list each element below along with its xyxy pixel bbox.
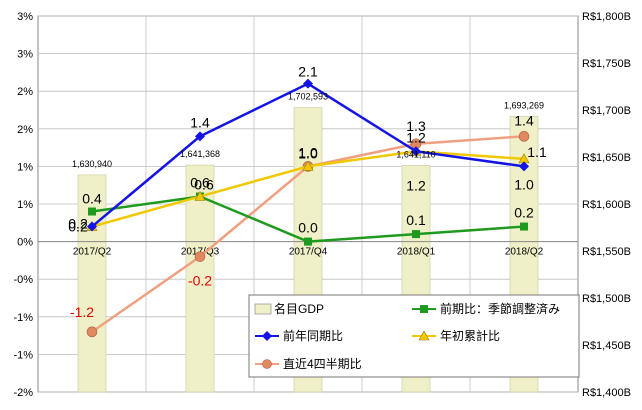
series-data-label: 1.0 bbox=[298, 144, 318, 160]
right-tick-label: R$1,800B bbox=[582, 11, 631, 23]
series-data-label: 1.0 bbox=[298, 145, 318, 161]
legend-bar-swatch bbox=[254, 303, 272, 315]
gdp-bar-label: 1,630,940 bbox=[72, 159, 112, 169]
triangle-marker bbox=[302, 160, 314, 171]
legend-label-4q: 直近4四半期比 bbox=[283, 357, 362, 371]
legend-entry-4q: 直近4四半期比 bbox=[255, 357, 362, 371]
series-data-label: 1.2 bbox=[406, 177, 426, 193]
diamond-marker bbox=[411, 146, 421, 157]
right-tick-label: R$1,550B bbox=[582, 246, 631, 258]
square-marker bbox=[412, 230, 420, 239]
series-data-label: 1.2 bbox=[406, 129, 426, 145]
square-marker bbox=[520, 222, 528, 231]
legend-label-qoq: 前期比：季節調整済み bbox=[440, 301, 560, 316]
circle-marker bbox=[518, 131, 530, 142]
legend: 名目GDP 前期比：季節調整済み 前年同期比 年初累計比 直近4四半期比 bbox=[248, 294, 580, 378]
grid bbox=[38, 15, 578, 393]
diamond-marker-icon bbox=[262, 331, 272, 341]
series-data-label: 0.6 bbox=[194, 176, 214, 192]
left-tick-label: -1% bbox=[13, 349, 33, 361]
left-tick-label: -0% bbox=[13, 274, 33, 286]
gdp-bar-label: 1,641,110 bbox=[396, 149, 435, 159]
left-tick-label: 1% bbox=[17, 161, 33, 173]
right-axis-ticks: R$1,400B R$1,450B R$1,500B R$1,550B R$1,600B… bbox=[582, 11, 631, 399]
series-data-label: 1.0 bbox=[514, 176, 534, 192]
right-tick-label: R$1,750B bbox=[582, 58, 631, 70]
gdp-bar bbox=[77, 174, 107, 393]
diamond-marker bbox=[519, 161, 529, 172]
legend-entry-yoy: 前年同期比 bbox=[255, 328, 343, 343]
category-label: 2017/Q2 bbox=[73, 247, 112, 258]
left-tick-label: -1% bbox=[13, 312, 33, 324]
right-tick-label: R$1,700B bbox=[582, 105, 631, 117]
series-data-label: -0.2 bbox=[188, 273, 212, 289]
data-labels: 1,630,940 1,641,368 1,702,593 1,641,110 1,69… bbox=[68, 64, 547, 320]
right-tick-label: R$1,400B bbox=[582, 387, 631, 399]
series-data-label: 1.1 bbox=[527, 144, 547, 160]
category-label: 2018/Q1 bbox=[397, 247, 436, 258]
series-data-label: 1.4 bbox=[190, 114, 210, 130]
left-tick-label: 2% bbox=[17, 124, 33, 136]
series-data-label: 0.2 bbox=[68, 219, 88, 235]
circle-marker bbox=[194, 251, 206, 262]
left-tick-label: 3% bbox=[17, 11, 33, 23]
circle-marker-icon bbox=[262, 359, 272, 369]
diamond-marker bbox=[87, 221, 97, 232]
series-data-label: 0.1 bbox=[406, 212, 426, 228]
series-data-label: 1.3 bbox=[406, 118, 426, 134]
series-data-label: 0.6 bbox=[190, 174, 210, 190]
legend-entry-qoq: 前期比：季節調整済み bbox=[412, 301, 560, 316]
diamond-marker bbox=[195, 131, 205, 142]
left-axis-ticks: -2% -1% -1% -0% 0% 1% 1% 2% 2% 3% 3% bbox=[13, 11, 33, 399]
legend-label-ytd: 年初累計比 bbox=[440, 328, 500, 343]
series-data-label: 2.1 bbox=[298, 64, 318, 80]
gdp-bar-label: 1,702,593 bbox=[288, 92, 328, 102]
triangle-marker-icon bbox=[418, 330, 430, 341]
left-tick-label: 0% bbox=[17, 237, 33, 249]
legend-entry-bars: 名目GDP bbox=[254, 301, 324, 316]
square-marker bbox=[304, 237, 312, 246]
right-tick-label: R$1,500B bbox=[582, 293, 631, 305]
left-tick-label: 2% bbox=[17, 86, 33, 98]
gdp-bar-label: 1,693,269 bbox=[504, 100, 544, 110]
series-data-label: 0.0 bbox=[298, 220, 318, 236]
diamond-marker bbox=[303, 78, 313, 89]
gdp-bar-label: 1,641,368 bbox=[180, 149, 220, 159]
left-tick-label: -2% bbox=[13, 387, 33, 399]
square-marker-icon bbox=[420, 305, 428, 313]
category-label: 2018/Q2 bbox=[505, 247, 544, 258]
legend-entry-ytd: 年初累計比 bbox=[412, 328, 500, 343]
right-tick-label: R$1,450B bbox=[582, 340, 631, 352]
series-data-label: 1.4 bbox=[514, 112, 534, 128]
left-tick-label: 3% bbox=[17, 49, 33, 61]
series-data-label: -1.2 bbox=[70, 304, 94, 320]
gdp-bar bbox=[185, 164, 215, 393]
series-data-label: 0.4 bbox=[82, 191, 102, 207]
series-data-label: 0.2 bbox=[514, 205, 534, 221]
square-marker bbox=[88, 207, 96, 216]
right-tick-label: R$1,650B bbox=[582, 152, 631, 164]
series-lines bbox=[86, 78, 530, 338]
circle-marker bbox=[86, 326, 98, 338]
triangle-marker bbox=[194, 190, 206, 201]
left-tick-label: 1% bbox=[17, 199, 33, 211]
series-data-label: 0.2 bbox=[68, 216, 88, 232]
right-tick-label: R$1,600B bbox=[582, 199, 631, 211]
legend-label-gdp: 名目GDP bbox=[274, 301, 324, 316]
category-label: 2017/Q4 bbox=[289, 247, 328, 258]
legend-label-yoy: 前年同期比 bbox=[283, 328, 343, 343]
